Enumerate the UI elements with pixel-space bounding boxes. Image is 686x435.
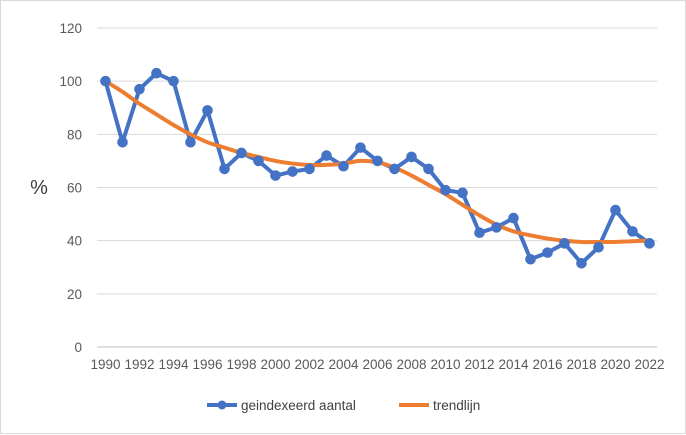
data-point-2005 — [355, 142, 366, 153]
y-axis-ticks: 0 20 40 60 80 100 120 — [59, 21, 82, 355]
data-point-1991 — [117, 137, 128, 148]
x-tick-label-2002: 2002 — [294, 357, 324, 372]
data-point-2017 — [559, 238, 570, 249]
y-axis-label: % — [30, 177, 48, 199]
data-point-1992 — [134, 83, 145, 95]
legend: geindexeerd aantal trendlijn — [207, 398, 480, 413]
data-point-2014 — [508, 212, 519, 224]
data-point-1996 — [202, 105, 213, 116]
data-point-2001 — [287, 166, 298, 177]
data-point-2007 — [389, 163, 400, 175]
data-point-2003 — [321, 150, 332, 161]
x-tick-label-1994: 1994 — [158, 357, 189, 372]
data-point-2011 — [457, 187, 468, 199]
data-point-2009 — [423, 163, 434, 175]
data-point-2016 — [542, 247, 553, 258]
x-tick-label-2000: 2000 — [260, 357, 290, 372]
data-point-2000 — [270, 170, 281, 181]
x-tick-label-2006: 2006 — [362, 357, 392, 372]
x-tick-label-2012: 2012 — [464, 357, 494, 372]
data-point-2013 — [491, 222, 502, 233]
data-point-1997 — [219, 163, 230, 175]
data-point-2010 — [440, 184, 451, 196]
data-point-2004 — [338, 160, 349, 172]
gridlines — [97, 27, 657, 348]
x-tick-label-2018: 2018 — [566, 357, 596, 372]
x-tick-label-1996: 1996 — [192, 357, 222, 372]
data-point-1999 — [253, 155, 264, 167]
x-tick-label-2014: 2014 — [498, 357, 529, 372]
x-tick-label-1998: 1998 — [226, 357, 256, 372]
y-tick-label-120: 120 — [59, 21, 82, 36]
y-tick-label-60: 60 — [67, 181, 82, 196]
x-tick-label-2008: 2008 — [396, 357, 426, 372]
x-axis-ticks: 1990 1992 1994 1996 1998 2000 2002 2004 2006 2008… — [90, 357, 664, 372]
series-layer — [100, 67, 655, 269]
data-point-2018 — [576, 257, 587, 269]
x-tick-label-2016: 2016 — [532, 357, 562, 372]
data-point-2006 — [372, 155, 383, 167]
legend-marker-geindexeerd-aantal — [217, 400, 227, 410]
x-tick-label-1990: 1990 — [90, 357, 120, 372]
x-tick-label-2020: 2020 — [600, 357, 630, 372]
x-tick-label-1992: 1992 — [124, 357, 154, 372]
y-tick-label-20: 20 — [67, 287, 82, 302]
data-point-2015 — [525, 253, 536, 265]
legend-label-geindexeerd-aantal: geindexeerd aantal — [241, 398, 356, 413]
data-point-2022 — [644, 238, 655, 249]
x-tick-label-2010: 2010 — [430, 357, 460, 372]
data-point-1990 — [100, 75, 111, 87]
y-tick-label-0: 0 — [74, 340, 82, 355]
data-point-2019 — [593, 242, 604, 253]
data-point-1994 — [168, 75, 179, 87]
data-point-1998 — [236, 147, 247, 159]
data-point-2002 — [304, 163, 315, 175]
x-tick-label-2022: 2022 — [634, 357, 664, 372]
data-point-2012 — [474, 227, 485, 238]
y-tick-label-80: 80 — [67, 127, 82, 142]
data-point-1993 — [151, 67, 162, 79]
x-tick-label-2004: 2004 — [328, 357, 359, 372]
data-point-2008 — [406, 151, 417, 163]
data-point-2021 — [627, 226, 638, 237]
y-tick-label-40: 40 — [67, 234, 82, 249]
y-tick-label-100: 100 — [59, 74, 82, 89]
data-point-1995 — [185, 137, 196, 148]
legend-label-trendlijn: trendlijn — [433, 398, 480, 413]
data-point-2020 — [610, 204, 621, 216]
series-line-geindexeerd-aantal — [103, 71, 652, 266]
